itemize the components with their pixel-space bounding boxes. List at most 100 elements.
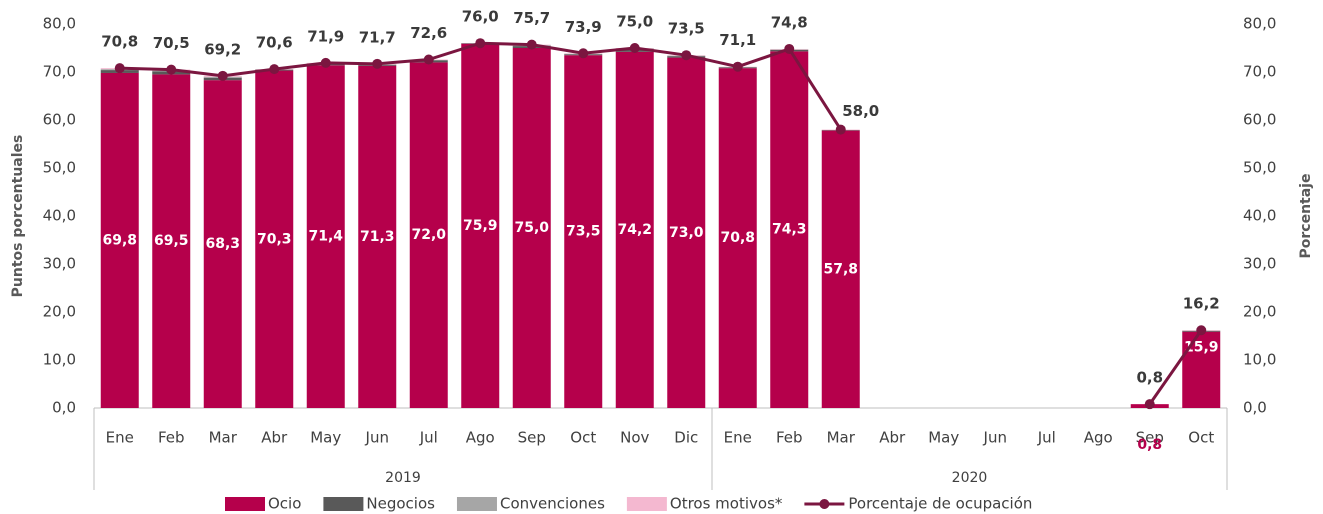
- y-tick-label: 40,0: [43, 207, 76, 225]
- bar: [409, 62, 448, 409]
- y2-tick-label: 0,0: [1243, 399, 1267, 417]
- legend-label: Negocios: [366, 495, 435, 513]
- line-value-label: 73,5: [668, 20, 705, 38]
- legend-label: Porcentaje de ocupación: [848, 495, 1032, 513]
- bar-value-label: 0,8: [1137, 437, 1162, 453]
- bar: [564, 55, 603, 408]
- line-value-label: 74,8: [771, 13, 808, 31]
- bar-value-label: 69,5: [154, 233, 189, 249]
- bar-value-label: 75,9: [463, 218, 498, 234]
- legend-label: Otros motivos*: [670, 495, 783, 513]
- line-point: [784, 43, 795, 54]
- bar: [1182, 331, 1221, 408]
- y-tick-label: 20,0: [43, 303, 76, 321]
- group-label: 2020: [952, 470, 988, 486]
- y2-tick-label: 80,0: [1243, 15, 1276, 33]
- bar: [667, 57, 706, 408]
- line-value-label: 70,5: [153, 34, 190, 52]
- line-point: [578, 48, 589, 59]
- bar-value-label: 72,0: [411, 227, 446, 243]
- line-value-label: 73,9: [565, 18, 602, 36]
- legend-label: Ocio: [268, 495, 301, 513]
- x-tick-label: Ene: [106, 429, 134, 447]
- x-tick-label: Dic: [674, 429, 698, 447]
- y2-tick-label: 40,0: [1243, 207, 1276, 225]
- y-tick-label: 50,0: [43, 159, 76, 177]
- bar: [615, 51, 654, 409]
- line-point: [475, 38, 486, 49]
- y2-axis-title: Porcentaje: [1298, 174, 1314, 259]
- line-point: [217, 70, 228, 81]
- bar: [203, 80, 242, 408]
- line-value-label: 75,0: [616, 13, 653, 31]
- legend-swatch: [626, 497, 667, 511]
- y-tick-label: 80,0: [43, 15, 76, 33]
- line-point: [526, 39, 537, 50]
- line-point: [372, 58, 383, 69]
- y2-tick-label: 20,0: [1243, 303, 1276, 321]
- line-point: [835, 124, 846, 135]
- x-tick-label: Mar: [209, 429, 238, 447]
- x-tick-label: Abr: [879, 429, 906, 447]
- x-tick-label: Jun: [365, 429, 389, 447]
- line-value-label: 72,6: [410, 24, 447, 42]
- bar-value-label: 71,4: [308, 229, 343, 245]
- legend-swatch: [323, 497, 364, 511]
- y2-tick-label: 70,0: [1243, 63, 1276, 81]
- line-value-label: 75,7: [513, 9, 550, 27]
- x-tick-label: May: [928, 429, 959, 447]
- bar-value-label: 73,0: [669, 225, 704, 241]
- line-value-label: 58,0: [842, 102, 879, 120]
- line-point: [629, 43, 640, 53]
- y-tick-label: 70,0: [43, 63, 76, 81]
- y-tick-label: 60,0: [43, 111, 76, 129]
- x-tick-label: Mar: [827, 429, 856, 447]
- line-point: [681, 50, 692, 61]
- x-tick-label: Ago: [466, 429, 495, 447]
- y2-tick-label: 10,0: [1243, 351, 1276, 369]
- y-axis-title: Puntos porcentuales: [10, 135, 26, 298]
- bar: [512, 48, 551, 408]
- line-value-label: 69,2: [204, 40, 241, 58]
- y-tick-label: 0,0: [52, 399, 76, 417]
- line-value-label: 70,8: [101, 33, 138, 51]
- line-point: [1144, 399, 1155, 410]
- line-point: [732, 61, 743, 72]
- x-tick-label: Sep: [1136, 429, 1164, 447]
- x-tick-label: Ago: [1084, 429, 1113, 447]
- x-tick-label: Ene: [724, 429, 752, 447]
- bar-value-label: 71,3: [360, 229, 395, 245]
- bar: [358, 65, 397, 408]
- line-value-label: 76,0: [462, 8, 499, 26]
- y-tick-label: 30,0: [43, 255, 76, 273]
- x-tick-label: Oct: [570, 429, 596, 447]
- bar-value-label: 73,5: [566, 224, 601, 240]
- y2-tick-label: 60,0: [1243, 111, 1276, 129]
- bar: [306, 65, 345, 408]
- x-tick-label: May: [310, 429, 341, 447]
- bar: [152, 74, 191, 409]
- x-tick-label: Feb: [158, 429, 185, 447]
- line-value-label: 71,9: [307, 27, 344, 45]
- legend-swatch: [456, 497, 497, 511]
- x-tick-label: Jun: [983, 429, 1007, 447]
- bar: [100, 72, 139, 409]
- line-value-label: 0,8: [1136, 369, 1163, 387]
- bar-value-label: 74,2: [617, 222, 652, 238]
- line-point: [1196, 325, 1207, 336]
- line-point: [166, 64, 177, 75]
- legend-label: Convenciones: [500, 495, 605, 513]
- bar-value-label: 74,3: [772, 222, 807, 238]
- group-label: 2019: [385, 470, 421, 486]
- line-point: [320, 57, 331, 68]
- bar-value-label: 70,8: [720, 230, 755, 246]
- bar-value-label: 69,8: [102, 232, 137, 248]
- line-point: [269, 64, 280, 75]
- y-tick-label: 10,0: [43, 351, 76, 369]
- x-tick-label: Nov: [620, 429, 649, 447]
- bar-value-label: 57,8: [823, 261, 858, 277]
- line-value-label: 71,1: [719, 31, 756, 49]
- line-point: [114, 63, 125, 74]
- line-value-label: 16,2: [1183, 295, 1220, 313]
- line-value-label: 70,6: [256, 34, 293, 52]
